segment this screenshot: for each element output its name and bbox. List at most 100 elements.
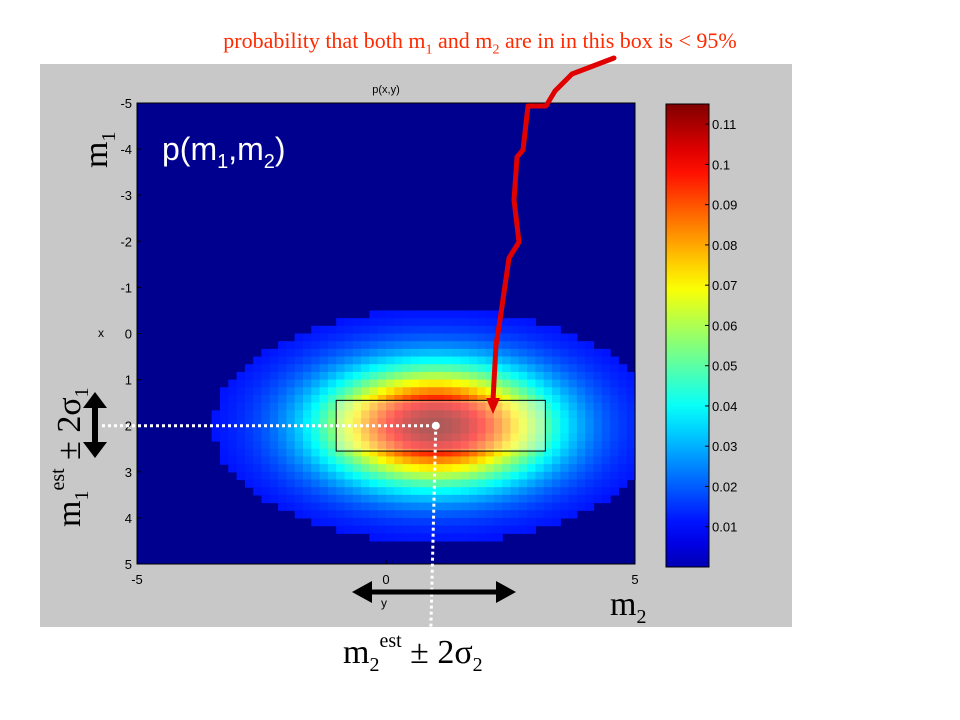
heatmap-cell (560, 371, 570, 381)
heatmap-cell (311, 364, 321, 373)
heatmap-cell (518, 502, 528, 511)
heatmap-cell (452, 333, 462, 342)
heatmap-cell (369, 425, 379, 434)
heatmap-cell (435, 333, 445, 342)
heatmap-cell (576, 487, 586, 496)
heatmap-cell (477, 464, 487, 473)
heatmap-cell (344, 394, 354, 404)
heatmap-cell (502, 410, 512, 419)
heatmap-cell (402, 502, 412, 511)
heatmap-cell (527, 525, 536, 534)
heatmap-cell (535, 333, 545, 342)
heatmap-cell (460, 448, 470, 458)
heatmap-cell (560, 387, 570, 396)
heatmap-cell (311, 441, 321, 450)
heatmap-cell (253, 402, 263, 411)
heatmap-cell (444, 318, 453, 327)
heatmap-cell (510, 494, 520, 504)
heatmap-cell (510, 371, 520, 381)
heatmap-cell (286, 471, 296, 481)
heatmap-cell (626, 456, 636, 465)
heatmap-cell (444, 456, 453, 465)
heatmap-cell (253, 425, 263, 434)
heatmap-cell (576, 479, 586, 488)
heatmap-cell (286, 341, 296, 350)
heatmap-cell (435, 441, 445, 450)
heatmap-cell (410, 479, 420, 488)
y-tick-label: -2 (120, 234, 132, 249)
heatmap-cell (286, 502, 296, 511)
heatmap-cell (386, 371, 395, 381)
heatmap-cell (394, 471, 404, 481)
heatmap-cell (543, 394, 553, 404)
heatmap-cell (535, 387, 545, 396)
heatmap-cell (361, 502, 370, 511)
heatmap-cell (626, 418, 636, 427)
heatmap-cell (576, 441, 586, 450)
heatmap-cell (460, 418, 470, 427)
heatmap-cell (585, 364, 595, 373)
heatmap-cell (485, 364, 495, 373)
heatmap-cell (485, 425, 495, 434)
m1-range-arrow (83, 392, 107, 458)
heatmap-cell (386, 418, 395, 427)
heatmap-cell (419, 318, 429, 327)
heatmap-cell (311, 348, 321, 358)
heatmap-cell (278, 341, 287, 350)
heatmap-cell (543, 348, 553, 358)
heatmap-cell (336, 471, 346, 481)
heatmap-cell (444, 517, 453, 527)
m2-axis-label: m2 (610, 586, 646, 628)
heatmap-cell (294, 425, 304, 434)
heatmap-cell (377, 371, 387, 381)
heatmap-cell (402, 487, 412, 496)
heatmap-cell (369, 356, 379, 365)
heatmap-cell (452, 471, 462, 481)
heatmap-cell (244, 456, 254, 465)
heatmap-cell (352, 356, 362, 365)
heatmap-cell (278, 348, 287, 358)
heatmap-cell (311, 487, 321, 496)
heatmap-cell (286, 448, 296, 458)
heatmap-cell (327, 418, 337, 427)
heatmap-cell (469, 441, 478, 450)
heatmap-cell (518, 364, 528, 373)
caption-text-3: are in in this box is < 95% (499, 28, 737, 53)
heatmap-cell (444, 310, 453, 319)
heatmap-cell (336, 341, 346, 350)
heatmap-cell (244, 479, 254, 488)
heatmap-cell (253, 456, 263, 465)
heatmap-cell (269, 387, 279, 396)
heatmap-cell (601, 356, 611, 365)
heatmap-cell (344, 433, 354, 442)
heatmap-cell (543, 356, 553, 365)
heatmap-cell (303, 433, 312, 442)
y-tick-label: 1 (125, 373, 132, 388)
heatmap-cell (626, 371, 636, 381)
heatmap-cell (601, 364, 611, 373)
heatmap-cell (610, 448, 619, 458)
heatmap-cell (502, 494, 512, 504)
heatmap-cell (261, 433, 271, 442)
heatmap-cell (236, 379, 246, 388)
heatmap-cell (352, 433, 362, 442)
heatmap-cell (601, 456, 611, 465)
heatmap-cell (485, 533, 495, 542)
heatmap-cell (427, 471, 437, 481)
heatmap-cell (236, 418, 246, 427)
heatmap-cell (452, 510, 462, 519)
heatmap-cell (527, 371, 536, 381)
heatmap-cell (585, 394, 595, 404)
heatmap-cell (593, 479, 603, 488)
heatmap-cell (336, 502, 346, 511)
heatmap-cell (377, 494, 387, 504)
heatmap-cell (510, 487, 520, 496)
heatmap-cell (510, 464, 520, 473)
heatmap-cell (477, 402, 487, 411)
heatmap-cell (377, 448, 387, 458)
heatmap-cell (286, 425, 296, 434)
heatmap-cell (269, 471, 279, 481)
heatmap-cell (585, 456, 595, 465)
y-tick-label: -5 (120, 96, 132, 111)
heatmap-cell (369, 464, 379, 473)
